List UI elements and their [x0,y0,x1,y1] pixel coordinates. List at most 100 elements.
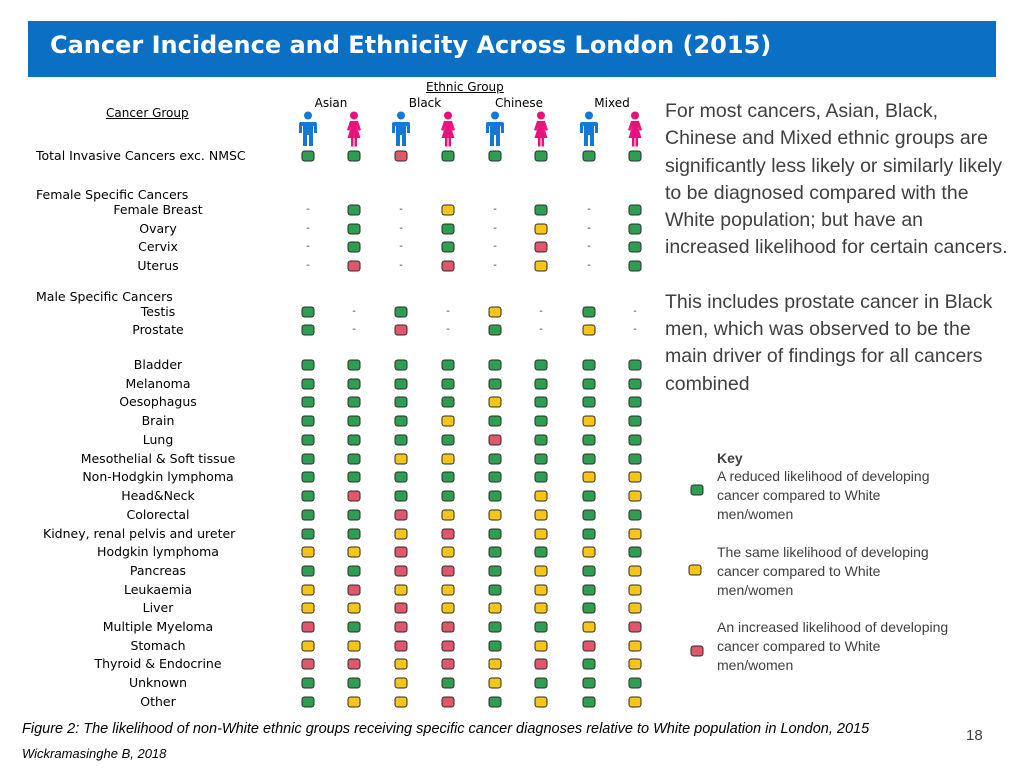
cancer-label: Cervix [138,239,178,254]
increased-dot [347,260,361,272]
reduced-dot [534,150,548,162]
reduced-dot [347,415,361,427]
cancer-label: Leukaemia [123,582,193,597]
same-dot [582,471,596,483]
cancer-group-header: Cancer Group [106,106,189,120]
reduced-dot [582,490,596,502]
same-dot [301,584,315,596]
reduced-dot [534,359,548,371]
reduced-dot [301,471,315,483]
reduced-dot [301,359,315,371]
reduced-dot [347,223,361,235]
reduced-dot [534,546,548,558]
increased-dot [301,658,315,670]
reduced-dot [628,150,642,162]
same-dot [534,696,548,708]
reduced-dot [488,546,502,558]
same-dot [488,306,502,318]
cancer-label: Other [140,694,176,709]
reduced-dot [347,509,361,521]
reduced-dot [441,223,455,235]
page-number: 18 [966,727,983,744]
increased-dot [394,602,408,614]
reduced-dot [347,378,361,390]
increased-dot [534,241,548,253]
increased-dot [301,621,315,633]
same-dot [534,490,548,502]
reduced-dot [628,378,642,390]
same-dot [534,602,548,614]
same-dot [628,528,642,540]
reduced-dot [534,621,548,633]
reduced-dot [394,415,408,427]
increased-dot [534,658,548,670]
reduced-dot [582,378,596,390]
same-dot [347,696,361,708]
reduced-dot [347,359,361,371]
increased-dot [628,621,642,633]
reduced-dot [301,396,315,408]
reduced-dot [441,396,455,408]
not-applicable-dash: - [539,305,543,317]
reduced-dot [628,204,642,216]
cancer-label: Brain [141,413,175,428]
reduced-dot [628,359,642,371]
increased-dot [441,621,455,633]
cancer-label: Mesothelial & Soft tissue [80,451,236,466]
reduced-dot [394,471,408,483]
same-dot [488,509,502,521]
increased-dot [394,509,408,521]
not-applicable-dash: - [539,323,543,335]
reduced-dot [394,434,408,446]
increased-dot [394,565,408,577]
key-same-text: The same likelihood of developing cancer… [717,544,929,598]
female-icon-asian [343,111,365,147]
increased-dot [441,640,455,652]
same-dot [534,565,548,577]
same-dot [301,640,315,652]
cancer-label: Unknown [128,675,188,690]
increased-dot [441,528,455,540]
same-dot [582,324,596,336]
reduced-dot [488,453,502,465]
reduced-dot [347,453,361,465]
same-dot [534,509,548,521]
not-applicable-dash: - [493,240,497,252]
reduced-dot [582,677,596,689]
same-dot [441,546,455,558]
same-dot [441,453,455,465]
cancer-label: Ovary [139,221,177,236]
reduced-dot [301,378,315,390]
reduced-dot [628,434,642,446]
same-dot [301,546,315,558]
reduced-dot [628,509,642,521]
reduced-dot [488,471,502,483]
reduced-dot [347,241,361,253]
reduced-dot [301,490,315,502]
cancer-label: Pancreas [129,563,187,578]
increased-dot [347,584,361,596]
same-dot [534,260,548,272]
same-dot [394,677,408,689]
not-applicable-dash: - [633,305,637,317]
reduced-dot [534,677,548,689]
cancer-label: Prostate [132,322,184,337]
not-applicable-dash: - [306,203,310,215]
reduced-dot [441,359,455,371]
not-applicable-dash: - [493,259,497,271]
not-applicable-dash: - [399,240,403,252]
not-applicable-dash: - [352,305,356,317]
increased-dot [488,434,502,446]
reduced-dot [347,621,361,633]
not-applicable-dash: - [306,259,310,271]
reduced-dot [582,453,596,465]
not-applicable-dash: - [399,259,403,271]
reduced-dot [441,150,455,162]
group-name-chinese: Chinese [495,96,543,110]
same-dot [347,602,361,614]
not-applicable-dash: - [352,323,356,335]
same-dot [394,696,408,708]
not-applicable-dash: - [493,222,497,234]
ethnic-group-header: Ethnic Group [426,80,504,94]
reduced-dot [301,434,315,446]
